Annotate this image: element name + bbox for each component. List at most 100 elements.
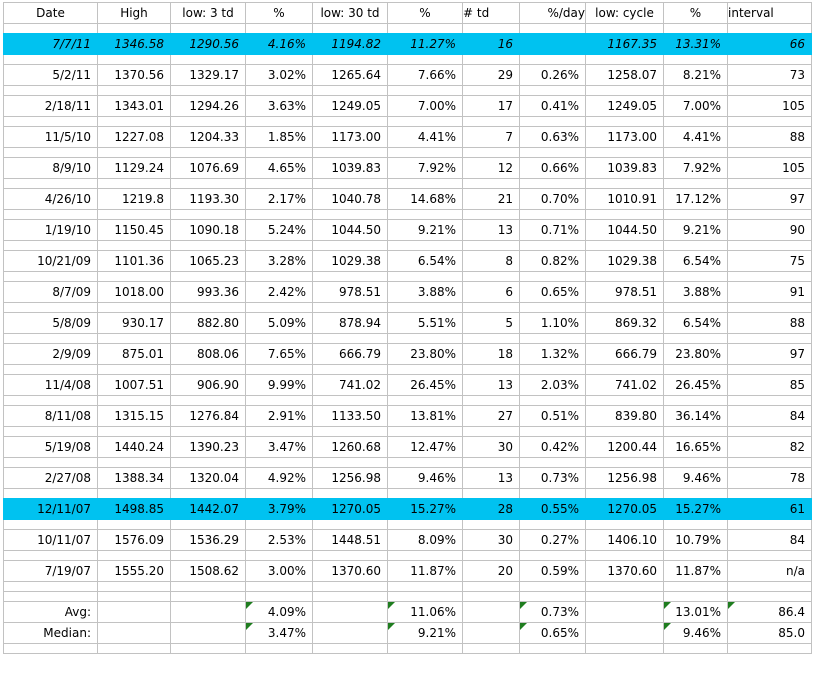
cell[interactable] xyxy=(170,622,246,644)
cell[interactable]: 75 xyxy=(727,250,812,272)
cell[interactable]: 10/21/09 xyxy=(3,250,98,272)
cell[interactable]: 86.4 xyxy=(727,601,812,623)
cell[interactable]: 4.92% xyxy=(245,467,313,489)
cell[interactable]: 12/11/07 xyxy=(3,498,98,520)
cell[interactable]: 5.09% xyxy=(245,312,313,334)
cell[interactable]: 4.09% xyxy=(245,601,313,623)
cell[interactable]: 84 xyxy=(727,529,812,551)
cell[interactable]: 4.65% xyxy=(245,157,313,179)
cell[interactable]: 1249.05 xyxy=(585,95,664,117)
cell[interactable]: 0.70% xyxy=(519,188,586,210)
cell[interactable]: 666.79 xyxy=(312,343,388,365)
cell[interactable]: 4.16% xyxy=(245,33,313,55)
summary-label-cell[interactable]: Median: xyxy=(3,622,98,644)
cell[interactable]: 1200.44 xyxy=(585,436,664,458)
cell[interactable]: 0.66% xyxy=(519,157,586,179)
cell[interactable]: 666.79 xyxy=(585,343,664,365)
cell[interactable]: 8 xyxy=(462,250,520,272)
cell[interactable]: 9.46% xyxy=(387,467,463,489)
cell[interactable]: 3.88% xyxy=(387,281,463,303)
cell[interactable]: 17.12% xyxy=(663,188,728,210)
cell[interactable]: 1370.56 xyxy=(97,64,171,86)
cell[interactable]: 36.14% xyxy=(663,405,728,427)
column-header-6[interactable]: # td xyxy=(462,2,520,24)
cell[interactable]: 0.55% xyxy=(519,498,586,520)
cell[interactable] xyxy=(312,601,388,623)
cell[interactable]: 1290.56 xyxy=(170,33,246,55)
cell[interactable]: 13.31% xyxy=(663,33,728,55)
cell[interactable]: 1343.01 xyxy=(97,95,171,117)
cell[interactable]: 1576.09 xyxy=(97,529,171,551)
cell[interactable]: 30 xyxy=(462,436,520,458)
cell[interactable]: 12 xyxy=(462,157,520,179)
cell[interactable]: 13.01% xyxy=(663,601,728,623)
summary-label-cell[interactable]: Avg: xyxy=(3,601,98,623)
cell[interactable]: 3.63% xyxy=(245,95,313,117)
cell[interactable]: 1010.91 xyxy=(585,188,664,210)
cell[interactable]: 2.17% xyxy=(245,188,313,210)
cell[interactable]: 7.92% xyxy=(663,157,728,179)
cell[interactable]: 978.51 xyxy=(312,281,388,303)
cell[interactable]: 2.42% xyxy=(245,281,313,303)
cell[interactable]: 1265.64 xyxy=(312,64,388,86)
cell[interactable]: 1346.58 xyxy=(97,33,171,55)
cell[interactable]: 882.80 xyxy=(170,312,246,334)
cell[interactable]: 0.51% xyxy=(519,405,586,427)
cell[interactable]: 0.65% xyxy=(519,622,586,644)
cell[interactable]: 5/8/09 xyxy=(3,312,98,334)
cell[interactable]: 5 xyxy=(462,312,520,334)
cell[interactable]: 3.28% xyxy=(245,250,313,272)
cell[interactable]: 61 xyxy=(727,498,812,520)
cell[interactable]: 906.90 xyxy=(170,374,246,396)
cell[interactable]: 4/26/10 xyxy=(3,188,98,210)
cell[interactable]: 1249.05 xyxy=(312,95,388,117)
cell[interactable]: 1320.04 xyxy=(170,467,246,489)
cell[interactable]: 18 xyxy=(462,343,520,365)
cell[interactable]: 1329.17 xyxy=(170,64,246,86)
cell[interactable]: 0.59% xyxy=(519,560,586,582)
cell[interactable]: 3.47% xyxy=(245,436,313,458)
cell[interactable]: 10.79% xyxy=(663,529,728,551)
cell[interactable]: 0.42% xyxy=(519,436,586,458)
cell[interactable]: 1390.23 xyxy=(170,436,246,458)
cell[interactable]: 1040.78 xyxy=(312,188,388,210)
cell[interactable]: 13.81% xyxy=(387,405,463,427)
cell[interactable]: 1173.00 xyxy=(585,126,664,148)
cell[interactable]: 1227.08 xyxy=(97,126,171,148)
cell[interactable]: 97 xyxy=(727,188,812,210)
cell[interactable]: 1555.20 xyxy=(97,560,171,582)
column-header-10[interactable]: interval xyxy=(727,2,812,24)
cell[interactable]: 11/5/10 xyxy=(3,126,98,148)
cell[interactable]: 1.85% xyxy=(245,126,313,148)
cell[interactable]: 1129.24 xyxy=(97,157,171,179)
cell[interactable]: 930.17 xyxy=(97,312,171,334)
cell[interactable]: 0.65% xyxy=(519,281,586,303)
cell[interactable]: 1007.51 xyxy=(97,374,171,396)
cell[interactable]: 4.41% xyxy=(663,126,728,148)
cell[interactable]: 3.88% xyxy=(663,281,728,303)
cell[interactable]: 7.00% xyxy=(387,95,463,117)
cell[interactable]: 1204.33 xyxy=(170,126,246,148)
cell[interactable]: 4.41% xyxy=(387,126,463,148)
cell[interactable]: 3.47% xyxy=(245,622,313,644)
cell[interactable]: 7.65% xyxy=(245,343,313,365)
cell[interactable]: 9.21% xyxy=(387,219,463,241)
cell[interactable] xyxy=(170,601,246,623)
cell[interactable]: 9.46% xyxy=(663,622,728,644)
cell[interactable]: 3.79% xyxy=(245,498,313,520)
cell[interactable]: 7.66% xyxy=(387,64,463,86)
cell[interactable]: 78 xyxy=(727,467,812,489)
cell[interactable]: 1370.60 xyxy=(585,560,664,582)
cell[interactable]: 82 xyxy=(727,436,812,458)
column-header-5[interactable]: % xyxy=(387,2,463,24)
cell[interactable]: 1029.38 xyxy=(585,250,664,272)
cell[interactable]: 9.46% xyxy=(663,467,728,489)
cell[interactable] xyxy=(97,622,171,644)
cell[interactable]: 1039.83 xyxy=(585,157,664,179)
cell[interactable]: 88 xyxy=(727,126,812,148)
cell[interactable]: 0.71% xyxy=(519,219,586,241)
cell[interactable]: 808.06 xyxy=(170,343,246,365)
cell[interactable]: 1315.15 xyxy=(97,405,171,427)
cell[interactable]: 3.02% xyxy=(245,64,313,86)
cell[interactable]: 1173.00 xyxy=(312,126,388,148)
